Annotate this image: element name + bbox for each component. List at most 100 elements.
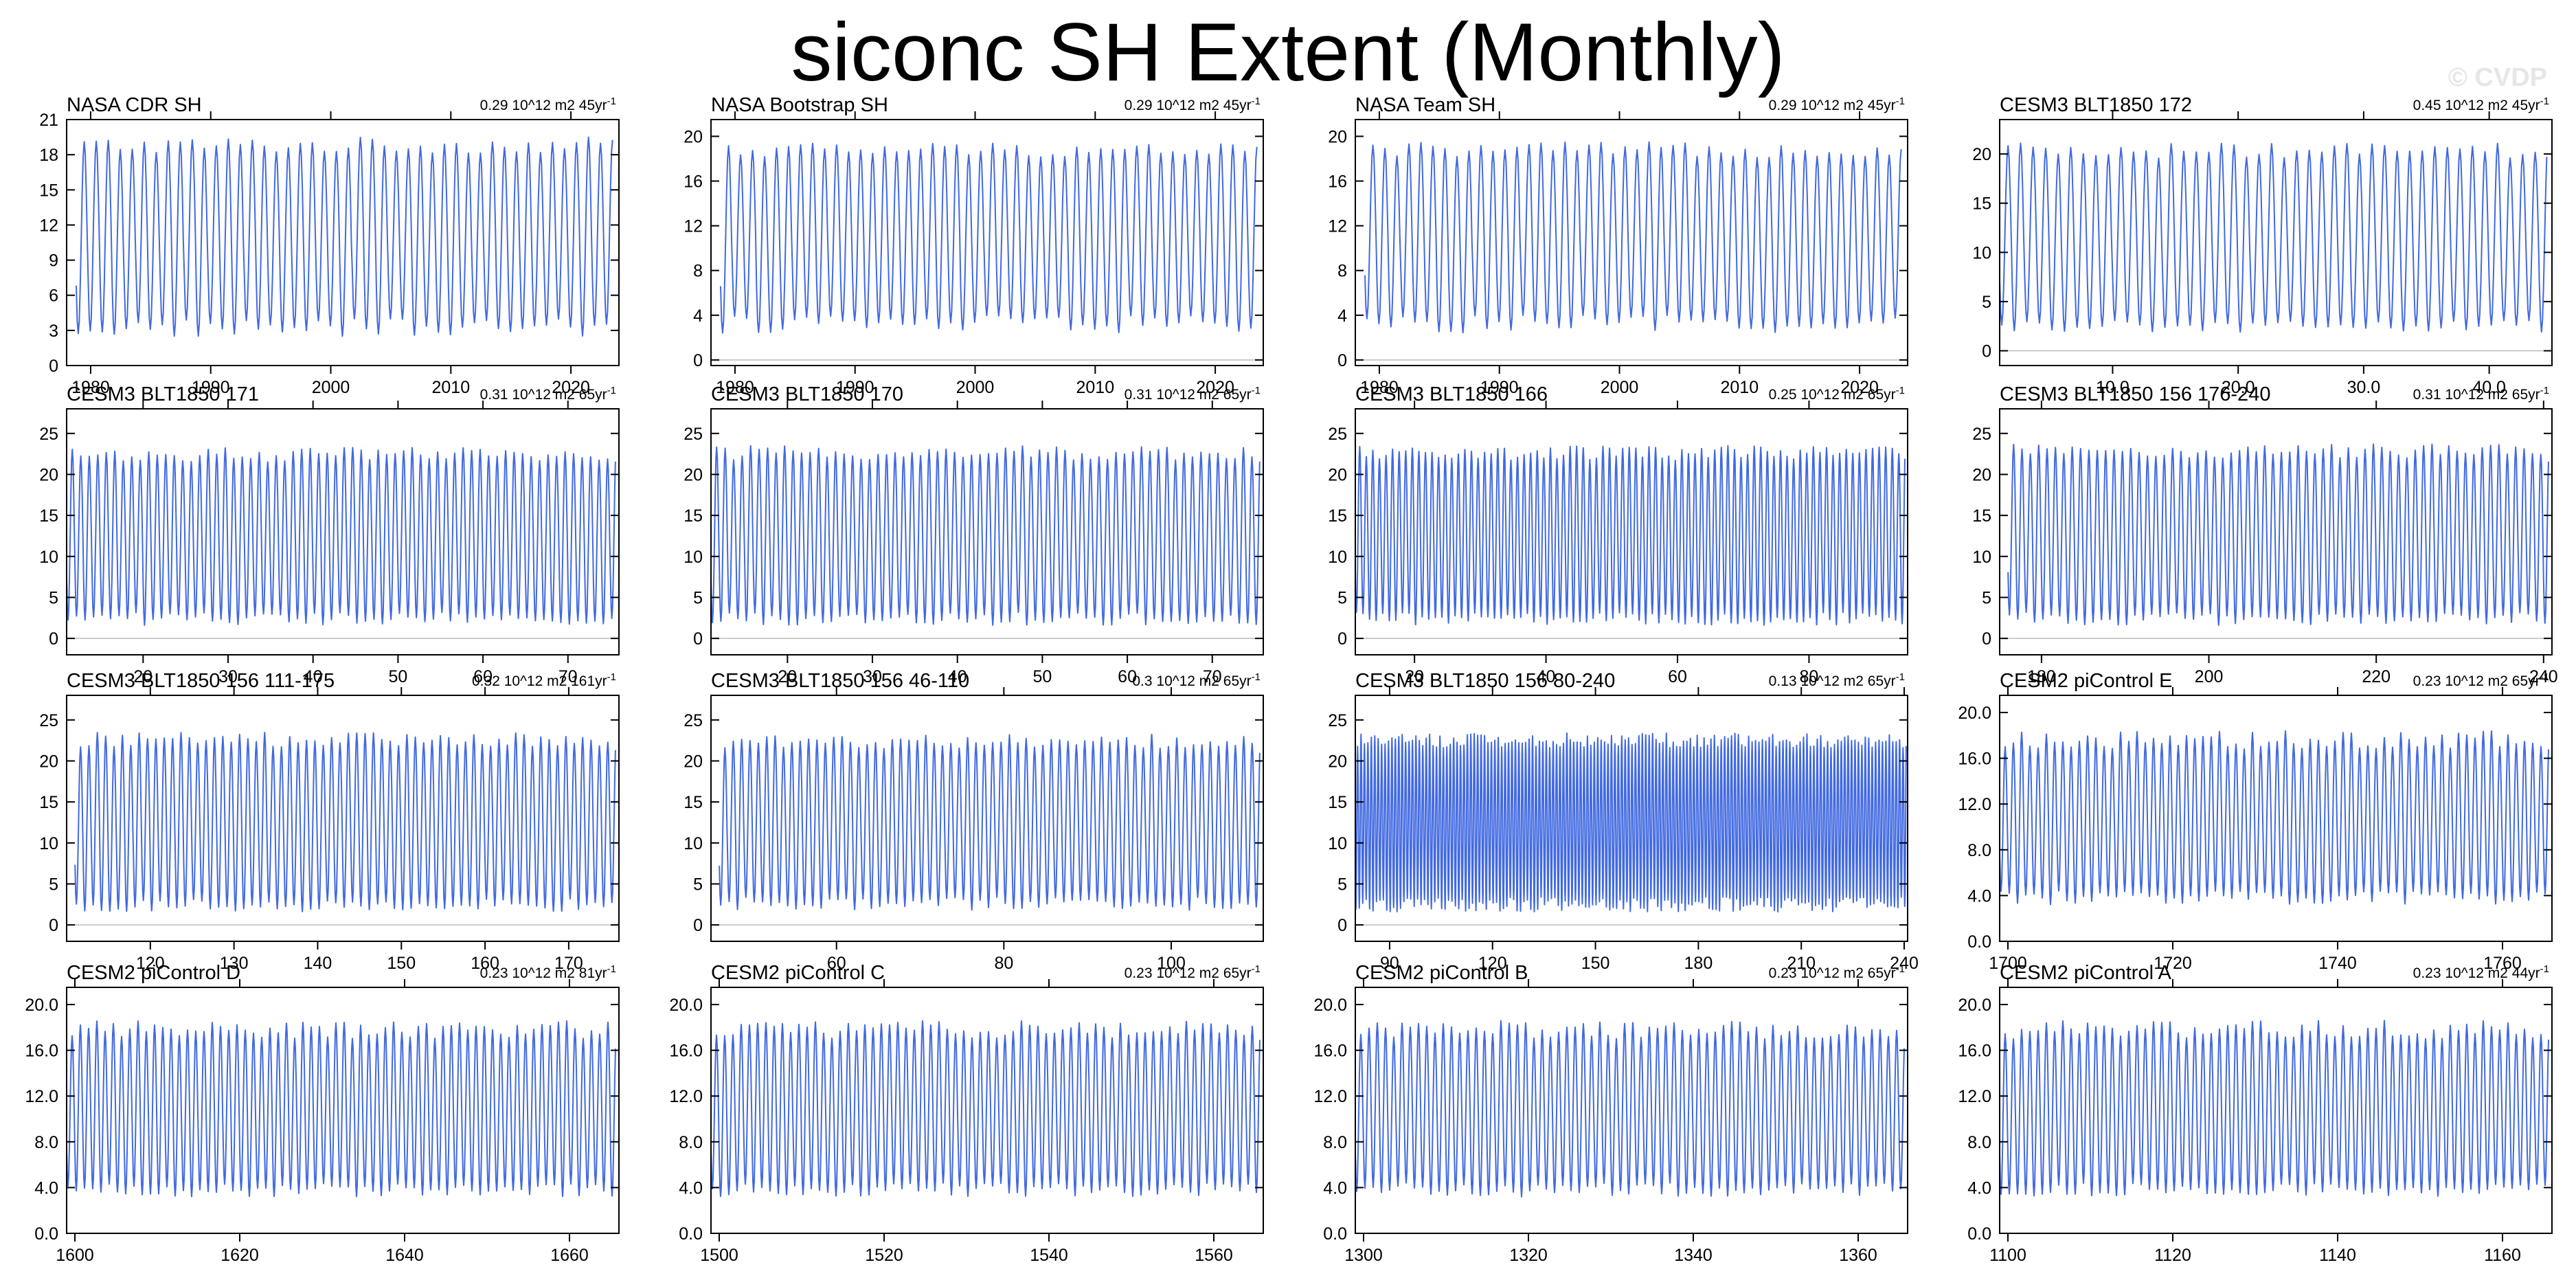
x-tick-label: 80 [1800,667,1819,686]
panel-title: CESM2 piControl E [2000,670,2172,692]
y-tick-label: 0.0 [1967,1224,1991,1244]
y-tick-label: 15 [39,181,58,200]
panel-trend: 0.29 10^12 m2 45yr-1 [1769,96,1905,113]
y-tick-label: 16.0 [669,1042,703,1061]
y-tick-label: 8.0 [1967,1133,1991,1152]
x-tick-label: 70 [1203,667,1222,686]
x-tick-label: 160 [471,954,499,973]
x-tick-label: 80 [994,954,1013,973]
x-tick-label: 1700 [1989,954,2027,973]
y-tick-label: 15 [1328,793,1347,812]
panel-trend: 0.23 10^12 m2 65yr-1 [1769,963,1905,981]
y-tick-label: 10 [683,834,703,853]
y-tick-label: 16.0 [25,1042,58,1061]
panel-trend: 0.45 10^12 m2 45yr-1 [2413,96,2549,113]
y-tick-label: 20 [1328,752,1347,771]
plot-frame [1355,695,1908,942]
y-tick-label: 4.0 [679,1178,703,1198]
y-tick-label: 21 [39,111,58,130]
x-tick-label: 240 [2529,667,2558,686]
panel-16: CESM2 piControl A 0.23 10^12 m2 44yr-1 0.0… [1958,962,2553,1265]
data-series-line [720,142,1258,334]
panel-title: CESM3 BLT1850 166 [1355,383,1548,405]
x-tick-label: 120 [1478,954,1507,973]
y-tick-label: 12 [39,216,58,235]
y-tick-label: 10 [1328,548,1347,567]
plot-frame [1355,408,1908,655]
x-tick-label: 20.0 [2222,378,2255,397]
y-tick-label: 16.0 [1958,750,1991,769]
panel-trend-exponent: -1 [1252,96,1261,107]
y-tick-label: 25 [1972,425,1991,444]
x-tick-label: 1760 [2483,954,2522,973]
panel-14: CESM2 piControl C 0.23 10^12 m2 65yr-1 0.0… [669,962,1264,1265]
x-tick-label: 40 [304,667,323,686]
panel-11: CESM3 BLT1850 156 80-240 0.13 10^12 m2 65… [1328,670,1919,973]
plot-frame [1999,695,2553,942]
y-tick-label: 16 [1328,172,1347,192]
y-tick-label: 12.0 [1958,1087,1991,1106]
x-tick-label: 10.0 [2096,378,2129,397]
y-tick-label: 0 [693,351,703,370]
plot-frame [1999,408,2553,655]
panel-trend-exponent: -1 [607,96,616,107]
panel-trend-exponent: -1 [1252,671,1261,683]
y-tick-label: 20.0 [25,996,58,1015]
panel-title: CESM3 BLT1850 156 111-175 [67,670,335,692]
x-tick-label: 1160 [2484,1246,2521,1265]
x-tick-label: 1990 [836,378,874,397]
data-series-line [2007,443,2549,626]
x-tick-label: 140 [304,954,332,973]
y-tick-label: 20 [683,127,703,146]
x-tick-label: 1500 [700,1246,738,1265]
panel-trend-exponent: -1 [2540,385,2549,396]
panel-title: CESM2 piControl B [1355,962,1528,984]
x-tick-label: 2000 [312,378,350,397]
panel-title: CESM2 piControl A [2000,962,2171,984]
y-tick-label: 4.0 [1967,886,1991,906]
y-tick-label: 4 [693,306,703,326]
panel-trend: 0.31 10^12 m2 65yr-1 [2413,385,2549,403]
x-tick-label: 2020 [1196,378,1234,397]
x-tick-label: 60 [1118,667,1137,686]
x-tick-label: 170 [554,954,583,973]
x-tick-label: 2010 [431,378,470,397]
y-tick-label: 15 [1972,506,1991,526]
y-tick-label: 0.0 [1967,932,1991,952]
data-series-line [66,447,616,626]
x-tick-label: 1140 [2319,1246,2356,1265]
x-tick-label: 1300 [1344,1246,1383,1265]
y-tick-label: 5 [49,875,58,894]
y-tick-label: 20 [1972,465,1991,484]
x-tick-label: 40 [1537,667,1556,686]
y-tick-label: 0.0 [1323,1224,1347,1244]
y-tick-label: 0 [1337,351,1347,370]
x-tick-label: 60 [1668,667,1687,686]
y-tick-label: 20 [1972,145,1991,164]
x-tick-label: 70 [558,667,578,686]
x-tick-label: 90 [1380,954,1399,973]
panel-trend: 0.29 10^12 m2 45yr-1 [480,96,616,113]
y-tick-label: 4.0 [34,1178,58,1198]
panel-7: CESM3 BLT1850 166 0.25 10^12 m2 65yr-1 0 5 1… [1328,383,1908,686]
y-tick-label: 12.0 [669,1087,703,1106]
y-tick-label: 25 [1328,425,1347,444]
y-tick-label: 5 [1982,588,1991,607]
data-series-line [710,1020,1261,1198]
y-tick-label: 5 [49,588,58,607]
y-tick-label: 0 [1982,342,1991,361]
panel-trend: 0.31 10^12 m2 65yr-1 [480,385,616,403]
panel-8: CESM3 BLT1850 156 176-240 0.31 10^12 m2 6… [1972,383,2557,686]
panel-trend-exponent: -1 [2540,671,2549,683]
y-tick-label: 4.0 [1967,1178,1991,1198]
plot-frame [710,119,1264,366]
panel-trend: 0.23 10^12 m2 81yr-1 [480,963,616,981]
y-tick-label: 10 [683,548,703,567]
x-tick-label: 1540 [1030,1246,1068,1265]
x-tick-label: 30.0 [2347,378,2381,397]
panel-3: NASA Team SH 0.29 10^12 m2 45yr-1 0 4 8 12 16 2… [1328,94,1908,397]
plot-frame [710,408,1264,655]
data-series-line [1355,445,1906,626]
plot-frame [66,119,620,366]
